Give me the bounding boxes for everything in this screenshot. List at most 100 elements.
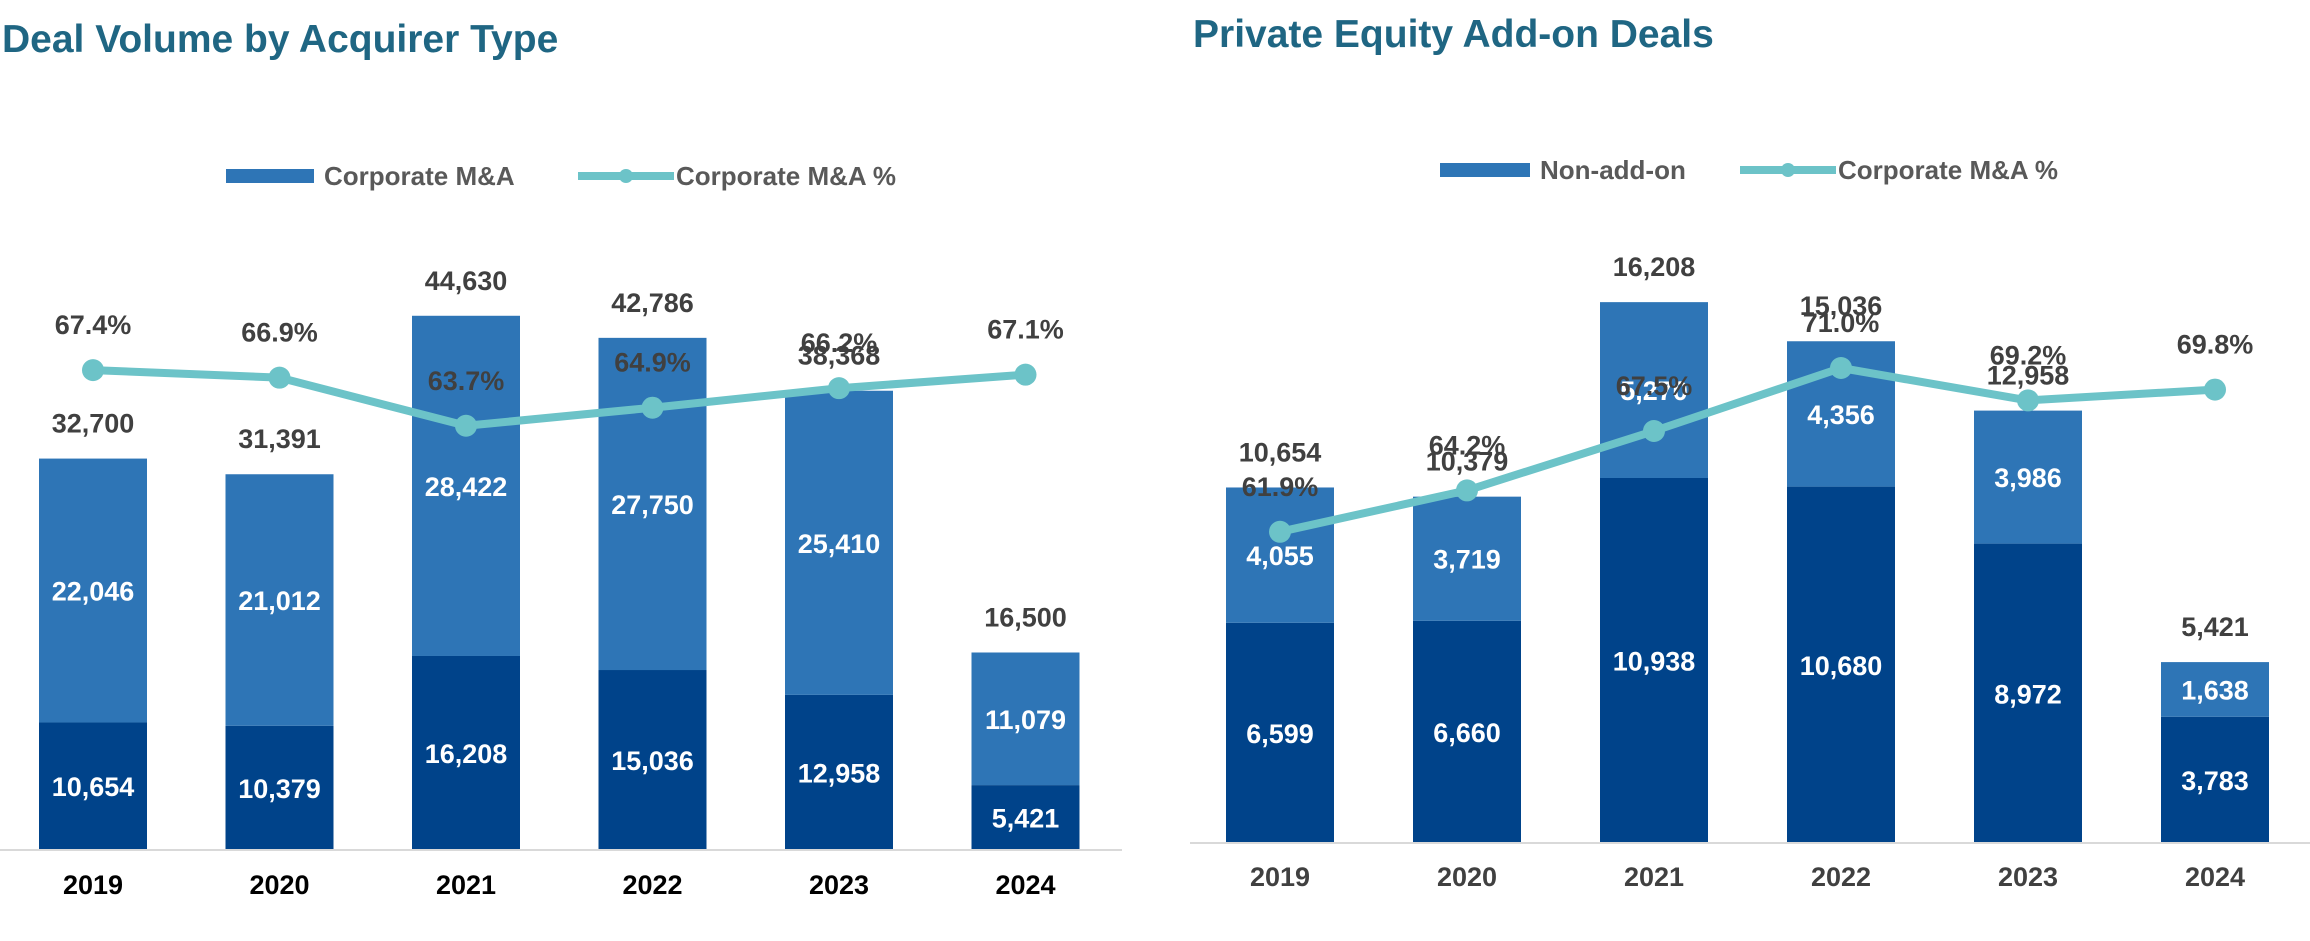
total-label: 10,654 [1239, 437, 1322, 467]
total-label: 5,421 [2181, 612, 2249, 642]
data-label: 3,986 [1994, 463, 2062, 493]
x-tick-label: 2020 [249, 870, 309, 900]
line-point [1014, 363, 1037, 386]
bar-segment [971, 652, 1080, 786]
chart-panel-right: Private Equity Add-on Deals Non-add-on Co… [1190, 0, 2310, 941]
data-label: 27,750 [611, 490, 694, 520]
total-label: 38,368 [798, 341, 881, 371]
bar-segment [39, 458, 147, 723]
data-label: 10,379 [238, 774, 321, 804]
bar-segment [1600, 302, 1708, 478]
line-data-label: 69.8% [2177, 330, 2254, 360]
legend-bar-swatch [226, 169, 314, 183]
data-label: 25,410 [798, 529, 881, 559]
line-point [641, 396, 664, 419]
data-label: 28,422 [425, 472, 508, 502]
bar-segment [971, 785, 1080, 850]
bar-segment [1226, 622, 1334, 843]
bar-segment [39, 722, 147, 850]
line-point [82, 359, 104, 382]
total-label: 10,379 [1426, 447, 1509, 477]
x-tick-label: 2022 [622, 870, 682, 900]
data-label: 10,938 [1613, 646, 1696, 676]
line-data-label: 61.9% [1242, 472, 1319, 502]
legend-label: Corporate M&A % [1838, 155, 2058, 185]
bar-segment [225, 474, 334, 726]
data-label: 12,958 [798, 758, 881, 788]
data-label: 8,972 [1994, 679, 2062, 709]
line-series [1279, 364, 2216, 536]
bar-segment [2161, 716, 2269, 843]
line-data-label: 71.0% [1803, 308, 1880, 338]
data-label: 6,660 [1433, 718, 1501, 748]
line-data-label: 66.2% [801, 328, 878, 358]
line-data-label: 67.1% [987, 315, 1064, 345]
chart-canvas: Non-add-on Corporate M&A % 6,599 4,055 10,65… [1190, 155, 2310, 892]
bar-segment [785, 694, 893, 850]
total-label: 42,786 [611, 288, 694, 318]
line-point [1643, 420, 1665, 442]
bar-segment [598, 670, 707, 850]
chart-canvas: Corporate M&A Corporate M&A % 10,654 22,046… [0, 161, 1122, 900]
line-data-label: 64.2% [1429, 430, 1506, 460]
total-label: 15,036 [1800, 291, 1883, 321]
bar-segment [1226, 487, 1334, 623]
bar-segment [1413, 496, 1521, 621]
data-label: 3,719 [1433, 545, 1501, 575]
total-label: 31,391 [238, 424, 321, 454]
bar-segment [1787, 486, 1895, 843]
data-label: 6,599 [1246, 719, 1314, 749]
x-tick-label: 2021 [1624, 862, 1684, 892]
data-label: 4,055 [1246, 541, 1314, 571]
x-tick-label: 2022 [1811, 862, 1871, 892]
legend-bar-swatch [1440, 163, 1530, 177]
legend-label: Corporate M&A % [676, 161, 896, 191]
data-label: 16,208 [425, 739, 508, 769]
legend-label: Non-add-on [1540, 155, 1686, 185]
total-label: 32,700 [52, 409, 135, 439]
data-label: 10,654 [52, 772, 135, 802]
data-label: 5,270 [1620, 376, 1688, 406]
line-data-label: 67.5% [1616, 371, 1693, 401]
line-data-label: 66.9% [241, 318, 318, 348]
bar-segment [225, 725, 334, 850]
x-tick-label: 2024 [2185, 862, 2245, 892]
data-label: 5,421 [992, 804, 1060, 834]
bar-segment [785, 390, 893, 695]
line-point [2204, 378, 2226, 401]
line-data-label: 69.2% [1990, 340, 2067, 370]
bar-segment [598, 337, 707, 671]
x-tick-label: 2024 [995, 870, 1055, 900]
bar-segment [1974, 410, 2082, 544]
line-point [828, 377, 850, 400]
data-label: 21,012 [238, 586, 321, 616]
bar-segment [412, 315, 520, 656]
line-point [1269, 520, 1291, 543]
data-label: 11,079 [985, 705, 1066, 735]
bar-segment [1413, 620, 1521, 843]
bar-segment [2161, 662, 2269, 717]
legend-marker [619, 169, 633, 183]
chart-title: Private Equity Add-on Deals [1193, 13, 1714, 56]
line-point [2017, 389, 2039, 412]
x-tick-label: 2019 [63, 870, 123, 900]
data-label: 4,356 [1807, 400, 1875, 430]
x-tick-label: 2023 [809, 870, 869, 900]
data-label: 22,046 [52, 577, 135, 607]
line-data-label: 67.4% [55, 310, 132, 340]
bar-segment [1600, 477, 1708, 843]
chart-title: Deal Volume by Acquirer Type [2, 18, 559, 61]
bar-segment [412, 655, 520, 850]
data-label: 1,638 [2181, 675, 2249, 705]
line-data-label: 64.9% [614, 348, 691, 378]
data-label: 15,036 [611, 746, 694, 776]
legend-marker [1781, 163, 1795, 177]
x-tick-label: 2023 [1998, 862, 2058, 892]
line-data-label: 63.7% [428, 366, 505, 396]
line-point [268, 366, 291, 389]
line-point [1456, 479, 1478, 502]
legend-label: Corporate M&A [324, 161, 515, 191]
x-tick-label: 2019 [1250, 862, 1310, 892]
total-label: 16,500 [984, 602, 1067, 632]
bar-segment [1974, 543, 2082, 843]
